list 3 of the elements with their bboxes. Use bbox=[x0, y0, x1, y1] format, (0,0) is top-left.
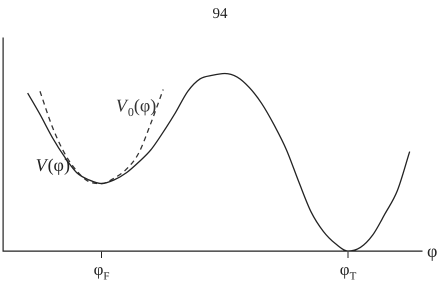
text: 94 bbox=[212, 6, 228, 22]
x-axis-title: φ bbox=[427, 241, 438, 261]
series-label: V(φ) bbox=[36, 154, 70, 175]
